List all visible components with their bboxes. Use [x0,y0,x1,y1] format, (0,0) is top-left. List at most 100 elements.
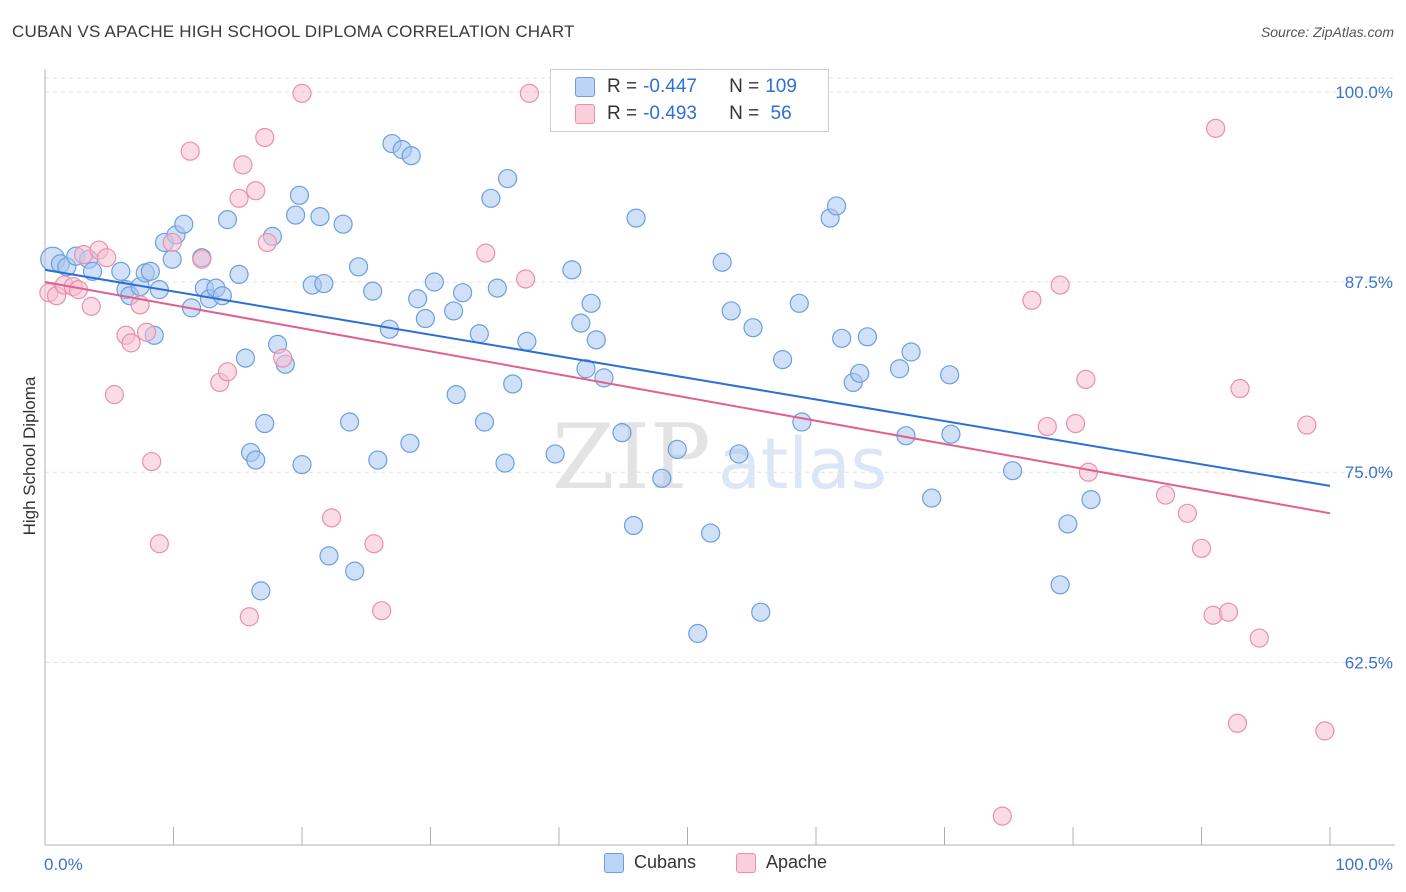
apache-point [246,181,266,201]
cuban-point [743,318,763,338]
apache-swatch-icon [575,104,595,124]
apache-point [1230,378,1250,399]
apache-legend-icon [736,852,756,873]
watermark: ZIP atlas [552,405,887,510]
cuban-point [889,359,910,379]
y-tick-label: 62.5% [1345,653,1393,672]
cuban-point [424,272,444,292]
legend-item-apache: Apache [736,852,827,873]
cuban-point [576,359,596,379]
cuban-point [826,196,847,216]
cuban-point [1003,461,1023,481]
cuban-point [415,308,435,329]
cuban-point [701,523,721,543]
cuban-point [940,365,960,385]
cuban-point [688,623,708,644]
cuban-point [368,450,388,470]
cuban-point [444,301,464,321]
cuban-point [174,214,194,234]
apache-point [1155,485,1176,505]
apache-point [162,232,182,253]
apache-point [229,188,249,208]
cuban-point [857,327,878,347]
n-value: 109 [765,76,797,97]
source-label: Source: ZipAtlas.com [1260,24,1394,40]
apache-point [321,508,342,528]
cuban-point [400,433,420,453]
cuban-point [586,330,606,350]
x-tick-label: 100.0% [1335,855,1393,874]
apache-point [239,607,259,627]
apache-point [1206,118,1226,138]
cuban-point [140,261,160,281]
apache-point [1022,290,1042,310]
n-value: 56 [765,103,792,124]
cuban-point [581,293,601,313]
cuban-point [571,313,591,333]
cuban-point [289,185,310,205]
apache-point [364,534,384,554]
cuban-point [319,546,339,566]
x-tick-label: 0.0% [44,855,83,874]
apache-point [1191,538,1212,558]
cubans-legend-label: Cubans [634,852,697,872]
cuban-point [922,488,942,508]
apache-point [1203,605,1223,625]
cuban-point [850,363,870,383]
cuban-point [729,444,749,464]
cuban-point [111,261,131,281]
y-tick-label: 87.5% [1345,273,1393,292]
apache-point [104,385,124,405]
cuban-point [789,293,809,313]
cuban-point [246,450,266,470]
apache-point [292,83,312,103]
cuban-point [217,210,238,230]
cuban-point [162,249,182,269]
apache-point [1249,628,1269,648]
cuban-point [235,348,256,368]
cuban-point [453,283,473,303]
cuban-point [503,374,523,394]
apache-point [1065,413,1086,434]
cuban-point [623,515,644,536]
r-label: R = [607,103,638,124]
cubans-legend-icon [604,852,624,873]
apache-point [121,333,141,353]
cuban-point [212,286,232,306]
cuban-point [82,261,103,281]
cuban-point [363,281,383,301]
cuban-point [751,602,771,622]
tick-labels: 62.5% 75.0% 87.5% 100.0% 0.0% 100.0% [44,83,1393,874]
apache-point [192,249,212,269]
cuban-point [339,412,360,432]
watermark-zip: ZIP [552,405,711,510]
apache-trend-line [44,281,1331,515]
cuban-point [255,413,275,434]
n-label: N = [729,76,760,97]
cuban-point [446,385,466,405]
cuban-point [792,412,812,432]
cuban-point [941,424,961,444]
r-label: R = [607,76,638,97]
cuban-point [495,453,515,473]
cuban-point [310,206,330,227]
y-axis-label: High School Diploma [20,376,39,535]
apache-point [142,451,162,472]
cuban-point [562,260,582,280]
apache-point [1227,713,1248,733]
apache-point [233,155,253,175]
cubans-swatch-icon [575,77,595,97]
cuban-point [314,273,334,294]
r-value: -0.447 [643,76,697,97]
cuban-point [401,146,421,166]
cuban-point [1081,490,1101,510]
apache-point [273,348,293,368]
apache-point [180,141,200,161]
apache-point [476,243,496,263]
apache-point [992,806,1012,826]
cuban-point [408,289,428,309]
cuban-point [1050,575,1070,595]
r-value: -0.493 [643,103,697,124]
y-tick-label: 75.0% [1345,463,1393,482]
apache-point [372,601,392,621]
